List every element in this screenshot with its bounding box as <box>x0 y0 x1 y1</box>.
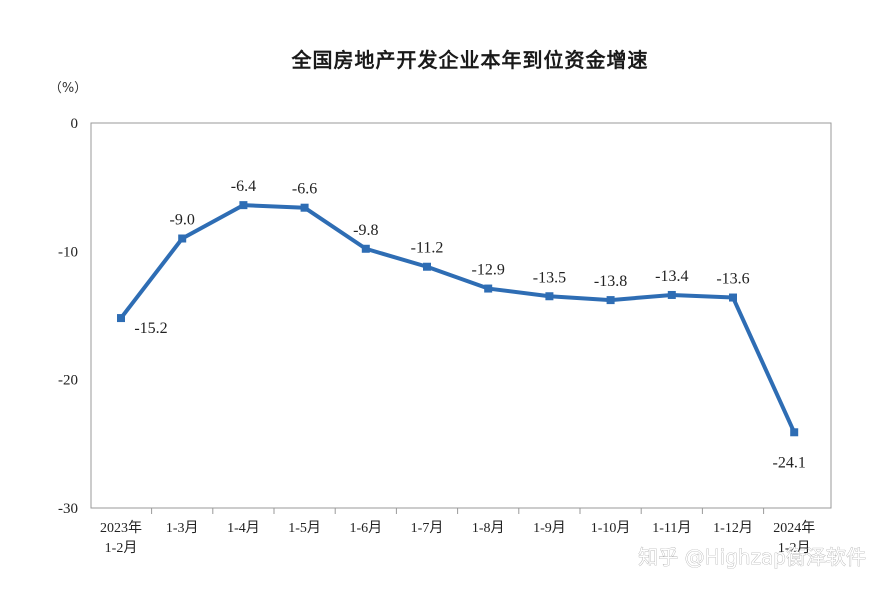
data-point <box>423 262 431 271</box>
y-axis-unit: （%） <box>49 81 87 96</box>
x-tick-label: 1-4月 <box>227 520 260 536</box>
data-point <box>790 428 799 437</box>
x-tick-label: 1-2月 <box>778 540 811 556</box>
data-label: -11.2 <box>411 240 444 257</box>
data-label: -13.6 <box>716 271 749 288</box>
x-tick-label: 1-3月 <box>166 520 199 536</box>
data-label: -15.2 <box>134 320 167 337</box>
data-point <box>361 244 370 253</box>
x-tick-label: 1-2月 <box>105 540 138 556</box>
y-axis-ticks: 0 -10 -20 -30 <box>58 116 78 517</box>
data-point <box>729 293 737 302</box>
data-label: -13.8 <box>594 273 627 290</box>
x-tick-label: 1-9月 <box>533 520 566 536</box>
data-labels: -15.2 -9.0 -6.4 -6.6 -9.8 -11.2 -12.9 -13.5 -13.… <box>134 178 806 471</box>
x-axis-ticks: 2023年 1-2月 1-3月 1-4月 1-5月 1-6月 1-7月 1-8月 1-9月 1-1… <box>100 508 815 556</box>
data-label: -13.4 <box>655 268 688 285</box>
data-label: -9.8 <box>353 222 378 239</box>
data-label: -24.1 <box>773 454 806 471</box>
x-tick-label: 1-6月 <box>349 520 382 536</box>
data-point <box>117 314 125 323</box>
series-line <box>119 203 797 435</box>
data-label: -6.4 <box>231 178 256 195</box>
y-tick-label: 0 <box>71 116 79 132</box>
x-tick-label: 1-8月 <box>472 520 505 536</box>
data-label: -12.9 <box>472 262 505 279</box>
y-tick-label: -20 <box>58 373 78 389</box>
plot-area-frame <box>90 122 832 509</box>
data-point <box>239 201 248 210</box>
data-point <box>300 203 309 212</box>
data-point <box>667 290 676 299</box>
x-tick-label: 1-11月 <box>652 520 691 536</box>
x-tick-label: 2024年 <box>773 520 815 536</box>
data-point <box>484 284 493 293</box>
data-label: -13.5 <box>533 269 566 286</box>
chart-title: 全国房地产开发企业本年到位资金增速 <box>291 48 649 72</box>
data-point <box>545 292 554 301</box>
x-tick-label: 1-7月 <box>411 520 444 536</box>
x-tick-label: 1-10月 <box>591 520 631 536</box>
data-point <box>606 296 615 305</box>
x-tick-label: 1-12月 <box>713 520 753 536</box>
data-points <box>117 201 799 437</box>
data-point <box>178 234 187 243</box>
y-tick-label: -10 <box>58 244 78 260</box>
x-tick-label: 2023年 <box>100 520 142 536</box>
watermark-text: 知乎 @Highzap衡泽软件 <box>638 545 866 569</box>
y-tick-label: -30 <box>58 501 78 517</box>
data-label: -6.6 <box>292 181 317 198</box>
data-label: -9.0 <box>170 212 195 229</box>
x-tick-label: 1-5月 <box>288 520 321 536</box>
